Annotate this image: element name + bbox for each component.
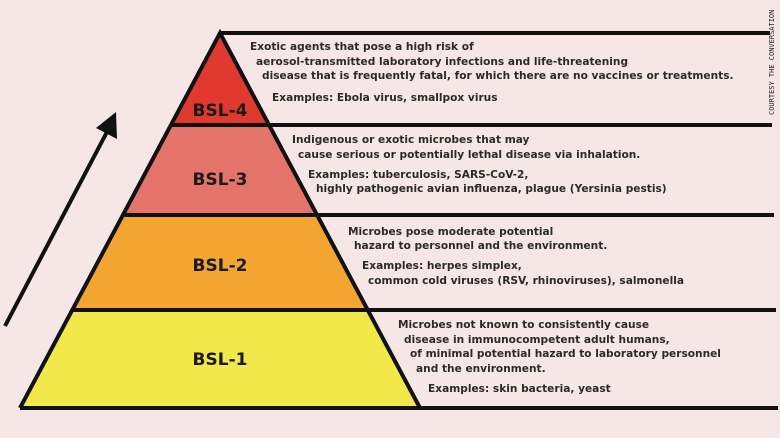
description-line: Microbes not known to consistently cause [398, 319, 650, 331]
image-credit: COURTESY THE CONVERSATION [768, 9, 776, 115]
description-line: aerosol-transmitted laboratory infection… [256, 56, 629, 68]
level-label-bsl-4: BSL-4 [192, 101, 248, 121]
description-line: Exotic agents that pose a high risk of [250, 41, 474, 53]
description-line: Indigenous or exotic microbes that may [292, 134, 530, 146]
description-line: of minimal potential hazard to laborator… [410, 348, 721, 360]
arrow-shaft [3, 129, 110, 327]
examples-line: Examples: herpes simplex, [362, 260, 522, 272]
description-line: cause serious or potentially lethal dise… [298, 149, 641, 161]
examples-line: Examples: skin bacteria, yeast [428, 383, 611, 395]
up-right-arrow-icon [96, 112, 117, 139]
description-line: disease in immunocompetent adult humans, [404, 334, 670, 346]
tier-bsl-4 [171, 33, 269, 125]
tier-bsl-1 [20, 310, 420, 408]
examples-line: highly pathogenic avian influenza, plagu… [316, 183, 667, 195]
description-line: and the environment. [416, 363, 546, 375]
level-label-bsl-3: BSL-3 [192, 170, 248, 190]
tier-bsl-2 [72, 215, 368, 310]
description-line: Microbes pose moderate potential [348, 226, 554, 238]
level-label-bsl-1: BSL-1 [192, 350, 248, 370]
examples-line: Examples: Ebola virus, smallpox virus [272, 92, 498, 104]
examples-line: common cold viruses (RSV, rhinoviruses),… [368, 275, 684, 287]
examples-line: Examples: tuberculosis, SARS-CoV-2, [308, 169, 529, 181]
description-line: hazard to personnel and the environment. [354, 240, 608, 252]
tier-bsl-3 [123, 125, 317, 215]
level-label-bsl-2: BSL-2 [192, 256, 248, 276]
description-line: disease that is frequently fatal, for wh… [262, 70, 734, 82]
